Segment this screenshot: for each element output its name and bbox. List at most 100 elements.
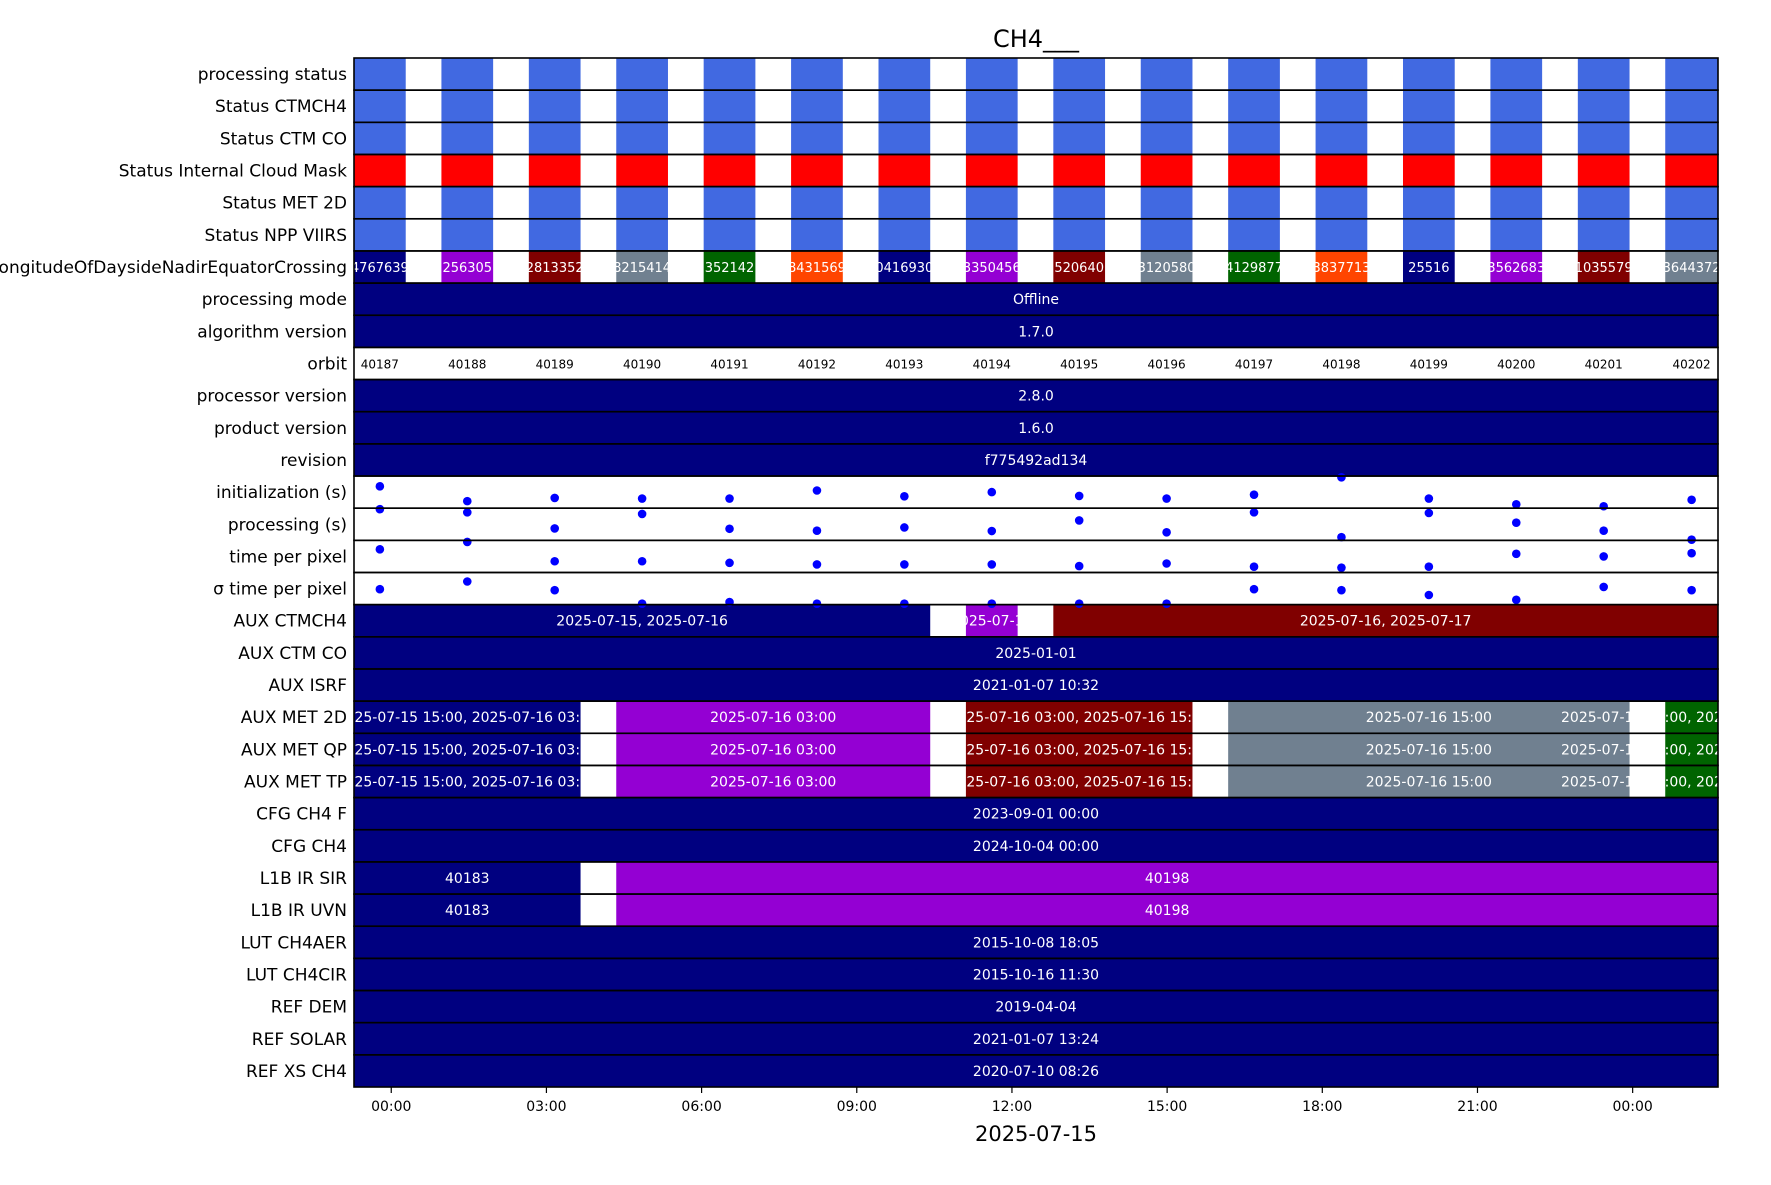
- row-27: 2015-10-08 18:05: [354, 926, 1718, 959]
- segment-label: 2021-01-07 10:32: [973, 678, 1099, 694]
- row-19: 2021-01-07 10:32: [354, 668, 1718, 702]
- status-block: [1490, 122, 1543, 155]
- status-block: [1315, 122, 1368, 155]
- scatter-row-bg: [354, 572, 1718, 605]
- status-block: [878, 90, 931, 123]
- row-label: LUT CH4CIR: [246, 965, 347, 985]
- x-tick-label: 00:00: [1612, 1099, 1652, 1115]
- row-label: L1B IR UVN: [251, 901, 347, 921]
- status-block: [878, 58, 931, 91]
- status-block: [1490, 58, 1543, 91]
- segment-label: 2025-01-01: [995, 646, 1076, 662]
- status-block: [1140, 58, 1193, 91]
- orbit-number: 40194: [973, 357, 1011, 371]
- scatter-row-bg: [354, 508, 1718, 541]
- row-31: 2020-07-10 08:26: [354, 1054, 1718, 1087]
- row-label: AUX MET 2D: [241, 708, 347, 728]
- data-point: [462, 577, 472, 586]
- segment-block: [1228, 701, 1630, 734]
- data-point: [550, 585, 559, 595]
- longitude-block: [528, 250, 581, 284]
- row-3: [354, 154, 1718, 187]
- status-block: [1402, 122, 1455, 155]
- segment-block: [616, 733, 931, 766]
- segment-label: 2025-07-16 15:00: [1366, 742, 1492, 758]
- rows-layer: 4767639 256305 2813352 8215414 352142 8431569…: [337, 58, 1771, 1087]
- orbit-row-bg: [354, 347, 1718, 380]
- longitude-block: [791, 250, 843, 284]
- segment-label: f775492ad134: [985, 453, 1088, 469]
- status-block: [528, 186, 581, 219]
- data-point: [900, 560, 909, 569]
- x-tick-label: 15:00: [1147, 1099, 1187, 1115]
- status-block: [791, 122, 843, 155]
- row-14: [354, 508, 1718, 541]
- row-label: REF DEM: [271, 998, 347, 1018]
- orbit-number: 40187: [361, 357, 399, 371]
- segment-block: [965, 701, 1193, 734]
- segment-block: [354, 861, 581, 895]
- data-point: [1599, 582, 1608, 592]
- segment-block: [354, 990, 1718, 1023]
- status-block: [791, 154, 843, 187]
- status-block: [616, 90, 668, 123]
- segment-label: 2025-07-16 03:00, 2025-07-16 15:00: [949, 742, 1210, 758]
- status-block: [354, 154, 406, 187]
- row-label: CFG CH4 F: [256, 805, 347, 825]
- status-block: [1140, 90, 1193, 123]
- status-block: [1490, 186, 1543, 219]
- segment-block: [354, 765, 581, 798]
- row-label: revision: [280, 451, 347, 471]
- row-label: Status MET 2D: [222, 194, 347, 214]
- segment-block: [1665, 765, 1718, 798]
- x-tick-label: 12:00: [992, 1099, 1032, 1115]
- status-block: [791, 218, 843, 251]
- status-block: [1577, 58, 1630, 91]
- segment-label: 40183: [445, 903, 490, 919]
- segment-label: 1.6.0: [1018, 421, 1054, 437]
- status-block: [703, 58, 756, 91]
- segment-label: 2015-10-08 18:05: [973, 935, 1099, 951]
- orbit-number: 40196: [1148, 357, 1186, 371]
- status-block: [791, 58, 843, 91]
- status-block: [703, 90, 756, 123]
- orbit-number: 40198: [1322, 357, 1360, 371]
- segment-label: 2025-07-15 15:00, 2025-07-16 03:00: [337, 775, 598, 791]
- row-5: [354, 218, 1718, 251]
- segment-block: [354, 604, 931, 637]
- longitude-block: [1228, 250, 1280, 284]
- status-block: [1577, 218, 1630, 251]
- segment-block: [354, 1022, 1718, 1055]
- data-point: [987, 560, 997, 569]
- orbit-number: 40188: [448, 357, 486, 371]
- data-point: [987, 487, 997, 497]
- segment-label: 2025-07-15 15:00, 2025-07-16 03:00: [337, 710, 598, 726]
- x-axis-label: 2025-07-15: [975, 1122, 1097, 1146]
- data-point: [637, 556, 647, 566]
- data-point: [1249, 508, 1259, 517]
- status-block: [1315, 58, 1368, 91]
- orbit-number: 40189: [536, 357, 574, 371]
- longitude-block: [1490, 250, 1543, 284]
- segment-block: [1053, 604, 1718, 637]
- row-label: Status NPP VIIRS: [205, 226, 347, 246]
- status-block: [965, 186, 1018, 219]
- data-point: [637, 494, 647, 503]
- longitude-block: [1577, 250, 1630, 284]
- x-tick-label: 18:00: [1302, 1099, 1342, 1115]
- status-block: [1140, 186, 1193, 219]
- row-contents: 4767639 256305 2813352 8215414 352142 8431569…: [337, 58, 1771, 1087]
- segment-label: 2025-07-16, 2025-07-17: [1300, 614, 1472, 630]
- x-axis: 00:00 03:00 06:00 09:00 12:00 15:00 18:00 21:00…: [371, 1087, 1653, 1115]
- segment-label: 2019-04-04: [995, 1000, 1076, 1016]
- status-block: [1402, 218, 1455, 251]
- status-block: [1665, 122, 1718, 155]
- row-label: time per pixel: [229, 547, 347, 567]
- row-11: 1.6.0: [354, 411, 1718, 444]
- segment-label: 2025-07-16 15:00, 2025-07-17 03:00: [1561, 775, 1771, 791]
- status-block: [528, 122, 581, 155]
- segment-block: [354, 926, 1718, 959]
- row-18: 2025-01-01: [354, 636, 1718, 669]
